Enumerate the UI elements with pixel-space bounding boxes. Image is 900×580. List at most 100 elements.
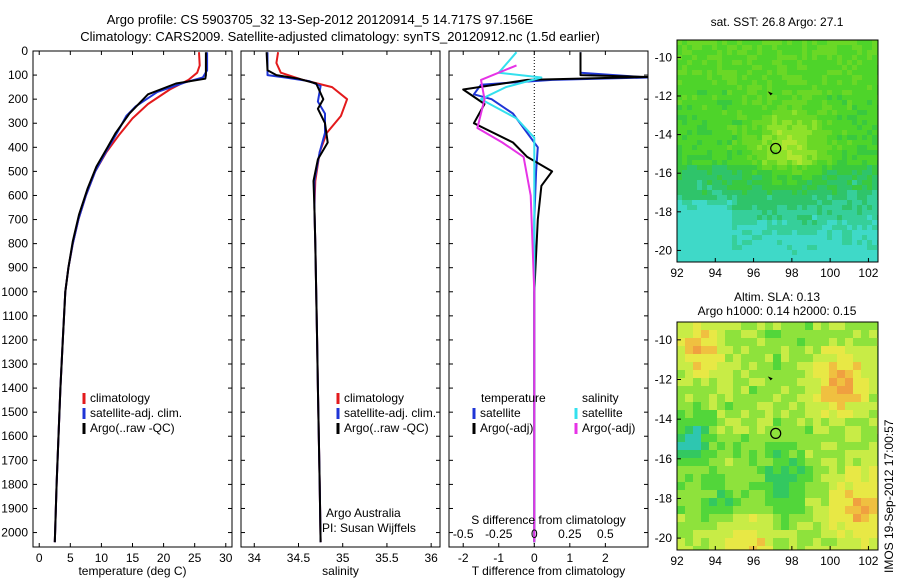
map-cell <box>765 458 774 467</box>
map-cell <box>722 75 728 81</box>
map-cell <box>742 240 748 246</box>
map-cell <box>869 546 878 550</box>
map-cell <box>842 125 848 131</box>
map-cell <box>773 338 782 347</box>
map-cell <box>852 100 858 106</box>
map-cell <box>821 482 830 491</box>
map-cell <box>737 225 743 231</box>
map-cell <box>685 458 694 467</box>
map-cell <box>792 180 798 186</box>
map-cell <box>692 260 698 262</box>
map-cell <box>749 530 758 539</box>
map-cell <box>757 105 763 111</box>
map-cell <box>787 210 793 216</box>
map-cell <box>852 65 858 71</box>
map-cell <box>782 80 788 86</box>
map-cell <box>817 155 823 161</box>
map-cell <box>867 85 873 91</box>
map-cell <box>772 220 778 226</box>
map-cell <box>717 60 723 66</box>
map-cell <box>747 205 753 211</box>
map-cell <box>861 402 870 411</box>
map-cell <box>805 402 814 411</box>
map-cell <box>677 145 683 151</box>
map-cell <box>797 386 806 395</box>
map-cell <box>747 260 753 262</box>
map-cell <box>741 402 750 411</box>
map-cell <box>817 110 823 116</box>
map-cell <box>805 322 814 331</box>
map-cell <box>767 235 773 241</box>
map-cell <box>805 482 814 491</box>
map-cell <box>822 160 828 166</box>
map-cell <box>697 250 703 256</box>
map-cell <box>712 135 718 141</box>
map-cell <box>725 378 734 387</box>
map-cell <box>872 170 878 176</box>
map-cell <box>677 354 686 363</box>
map-cell <box>777 40 783 46</box>
map-cell <box>727 235 733 241</box>
map-cell <box>747 160 753 166</box>
map-cell <box>687 225 693 231</box>
map-cell <box>807 155 813 161</box>
map-cell <box>717 402 726 411</box>
map-cell <box>722 120 728 126</box>
map-cell <box>727 215 733 221</box>
map-cell <box>765 418 774 427</box>
map-cell <box>747 165 753 171</box>
map-cell <box>867 145 873 151</box>
map-cell <box>777 140 783 146</box>
map-cell <box>742 135 748 141</box>
map-cell <box>862 70 868 76</box>
map-cell <box>702 85 708 91</box>
map-cell <box>789 378 798 387</box>
map-cell <box>829 466 838 475</box>
map-cell <box>792 105 798 111</box>
map-cell <box>777 245 783 251</box>
map-cell <box>869 370 878 379</box>
map-cell <box>765 434 774 443</box>
map-cell <box>832 250 838 256</box>
map-cell <box>747 95 753 101</box>
map-cell <box>757 235 763 241</box>
map-cell <box>847 60 853 66</box>
map-cell <box>702 195 708 201</box>
map-cell <box>832 195 838 201</box>
map-cell <box>832 155 838 161</box>
map-cell <box>717 426 726 435</box>
map-cell <box>802 160 808 166</box>
map-cell <box>702 175 708 181</box>
map-cell <box>792 120 798 126</box>
map-cell <box>757 530 766 539</box>
map-cell <box>677 466 686 475</box>
map-cell <box>822 245 828 251</box>
map-cell <box>747 210 753 216</box>
map-cell <box>862 180 868 186</box>
map-cell <box>725 514 734 523</box>
map-cell <box>757 220 763 226</box>
map-cell <box>752 50 758 56</box>
map-cell <box>742 70 748 76</box>
map-cell <box>701 322 710 331</box>
map-cell <box>787 180 793 186</box>
map-cell <box>797 175 803 181</box>
map-cell <box>852 200 858 206</box>
x-tick-label: 10 <box>95 551 109 565</box>
map-cell <box>685 354 694 363</box>
map-cell <box>777 175 783 181</box>
map-cell <box>687 170 693 176</box>
map-cell <box>747 125 753 131</box>
map-cell <box>742 215 748 221</box>
map-cell <box>757 250 763 256</box>
map-cell <box>687 250 693 256</box>
map-cell <box>742 100 748 106</box>
map-cell <box>792 100 798 106</box>
map-cell <box>742 190 748 196</box>
map-cell <box>737 165 743 171</box>
map-cell <box>767 205 773 211</box>
map-cell <box>712 190 718 196</box>
map-cell <box>752 65 758 71</box>
map-cell <box>812 50 818 56</box>
map-cell <box>862 65 868 71</box>
